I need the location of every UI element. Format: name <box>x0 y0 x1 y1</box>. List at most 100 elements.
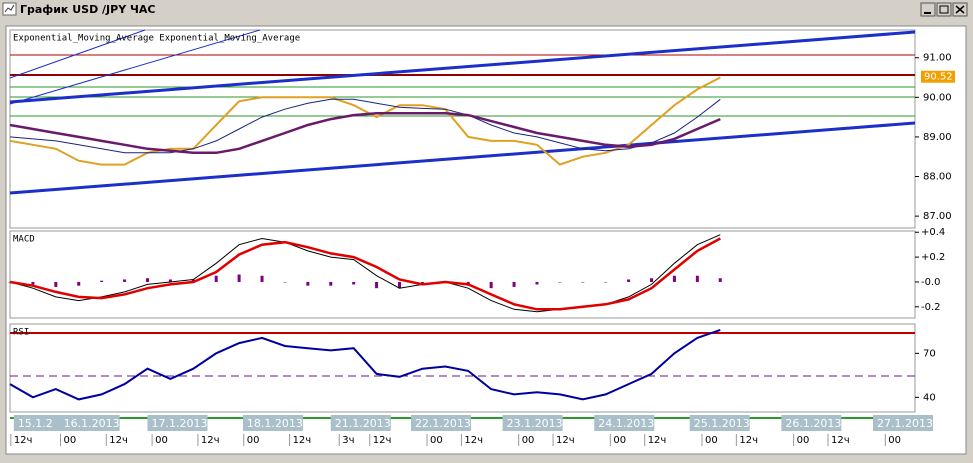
histogram-bar <box>489 281 493 289</box>
histogram-bar <box>214 275 218 282</box>
histogram-bar <box>375 281 379 289</box>
histogram-bar <box>123 279 127 282</box>
panel-title: RSI <box>13 328 29 338</box>
y-tick-label: -0.2 <box>921 302 941 313</box>
series-line <box>9 237 721 311</box>
x-tick-label: 12ч <box>14 435 33 446</box>
y-tick-label: 87.00 <box>923 211 952 222</box>
y-tick-label: 90.00 <box>923 92 952 103</box>
histogram-bar <box>581 281 585 283</box>
y-tick-label: 88.00 <box>923 172 952 183</box>
histogram-bar <box>329 281 333 286</box>
x-tick-label: 12ч <box>373 435 392 446</box>
x-tick-label: 12ч <box>556 435 575 446</box>
date-label-box <box>13 415 74 431</box>
histogram-bar <box>695 275 699 282</box>
date-label: 21.1.2013 <box>335 417 391 430</box>
rsi-panel <box>9 323 916 413</box>
x-tick-label: 12ч <box>201 435 220 446</box>
date-label-box <box>147 415 208 431</box>
date-label: 23.1.2013 <box>507 417 563 430</box>
trend-line <box>9 29 261 105</box>
window-title: График USD /JPY ЧАС <box>20 3 155 16</box>
x-tick-label: 00 <box>613 435 626 446</box>
series-line <box>9 76 721 166</box>
x-tick-label: 00 <box>522 435 535 446</box>
date-label: 27.1.2013 <box>877 417 933 430</box>
histogram-bar <box>77 281 81 286</box>
date-label-box <box>59 415 120 431</box>
histogram-bar <box>672 275 676 282</box>
trend-line <box>9 30 916 104</box>
trend-line <box>9 29 146 79</box>
x-tick-label: 3ч <box>342 435 354 446</box>
histogram-bar <box>512 281 516 287</box>
histogram-bar <box>145 278 149 282</box>
series-line <box>9 98 721 154</box>
date-label: 26.1.2013 <box>785 417 841 430</box>
window-buttons[interactable] <box>920 2 968 17</box>
date-label-box <box>502 415 563 431</box>
x-tick-label: 12ч <box>648 435 667 446</box>
x-tick-label: 12ч <box>293 435 312 446</box>
histogram-bar <box>397 281 401 289</box>
date-label-box <box>872 415 933 431</box>
date-label-box <box>594 415 655 431</box>
panel-title: MACD <box>13 235 35 245</box>
histogram-bar <box>237 274 241 282</box>
x-tick-label: 00 <box>63 435 76 446</box>
date-label: 24.1.2013 <box>598 417 654 430</box>
series-line <box>9 111 721 155</box>
drawn-levels <box>9 29 916 377</box>
macd-panel <box>9 230 916 319</box>
date-label-box <box>689 415 750 431</box>
histogram-bar <box>535 281 539 285</box>
date-label-box <box>781 415 842 431</box>
minimize-button[interactable] <box>920 2 936 17</box>
date-label: 25.1.2013 <box>694 417 750 430</box>
x-tick-label: 00 <box>888 435 901 446</box>
y-tick-label: 89.00 <box>923 132 952 143</box>
histogram-bar <box>604 281 608 283</box>
last-value-box <box>921 70 955 83</box>
last-value-label: 90.52 <box>924 72 953 83</box>
date-label: 17.1.2013 <box>151 417 207 430</box>
y-tick-label: +0.2 <box>921 252 945 263</box>
histogram-bar <box>718 278 722 282</box>
y-tick-label: 70 <box>923 348 936 359</box>
x-tick-label: 00 <box>155 435 168 446</box>
x-tick-label: 00 <box>430 435 443 446</box>
title-bar <box>0 0 973 18</box>
histogram-bar <box>650 278 654 282</box>
close-glyph <box>955 5 965 14</box>
x-tick-label: 12ч <box>739 435 758 446</box>
x-tick-label: 12ч <box>464 435 483 446</box>
maximize-glyph <box>939 5 949 14</box>
date-label-box <box>242 415 303 431</box>
histogram-bar <box>283 281 287 283</box>
date-label: 18.1.2013 <box>247 417 303 430</box>
series-line <box>9 328 721 401</box>
x-tick-label: 00 <box>705 435 718 446</box>
histogram-bar <box>31 281 35 285</box>
x-tick-label: 00 <box>247 435 260 446</box>
date-label-box <box>410 415 471 431</box>
x-tick-label: 12ч <box>109 435 128 446</box>
panel-title: Exponential_Moving_Average Exponential_M… <box>13 34 300 44</box>
histogram-bar <box>352 281 356 285</box>
date-label-box <box>330 415 391 431</box>
app-icon-glyph <box>4 4 15 13</box>
histogram-bar <box>100 280 104 282</box>
x-tick-label: 00 <box>797 435 810 446</box>
y-tick-label: 40 <box>923 392 936 403</box>
histogram-bar <box>558 281 562 283</box>
date-label: 16.1.2013 <box>64 417 120 430</box>
histogram-bar <box>168 279 172 282</box>
maximize-button[interactable] <box>936 2 952 17</box>
y-tick-label: 91.00 <box>923 53 952 64</box>
date-label: 22.1.2013 <box>415 417 471 430</box>
histogram-bar <box>627 279 631 282</box>
histogram-bar <box>260 275 264 282</box>
